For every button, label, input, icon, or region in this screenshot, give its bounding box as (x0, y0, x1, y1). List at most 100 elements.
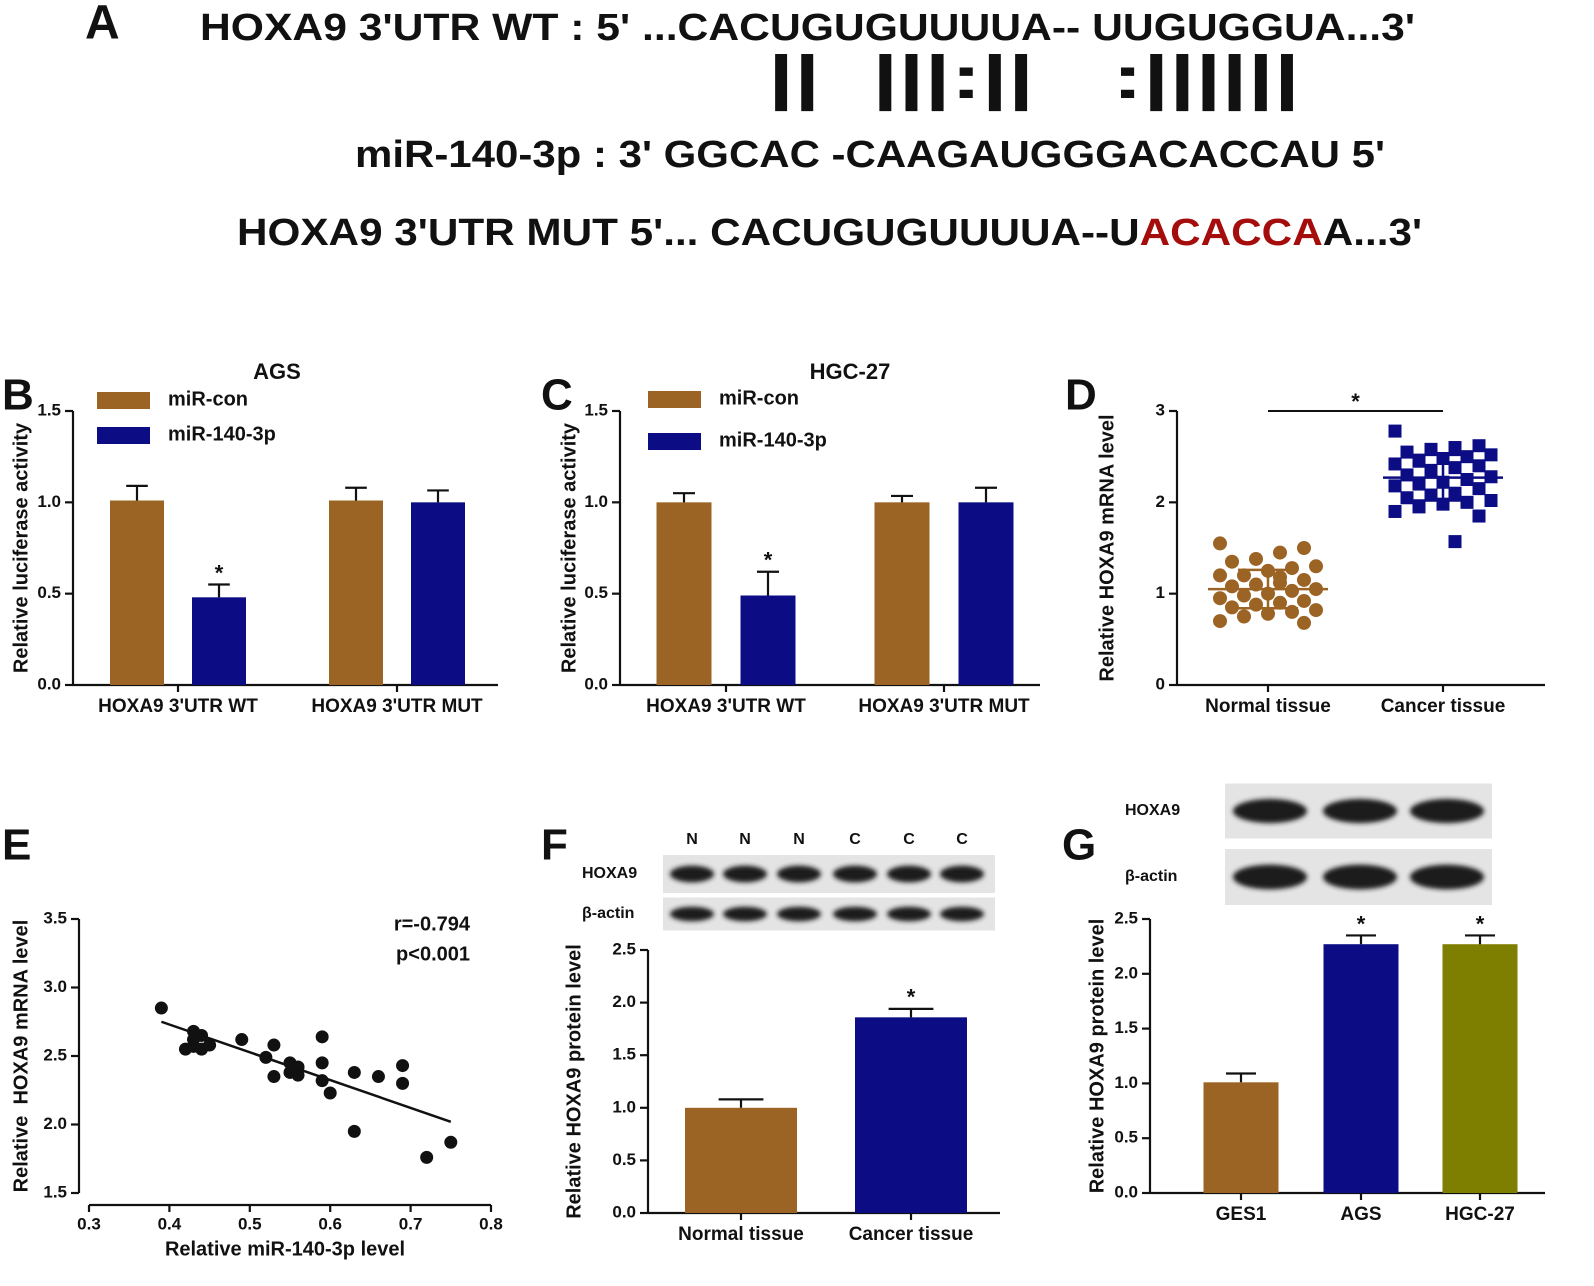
point (315, 1030, 329, 1044)
panel-label: G (1062, 821, 1096, 870)
bar (855, 1017, 967, 1213)
y-tick-label: 2 (1156, 492, 1165, 511)
point (1261, 606, 1275, 621)
annotation: r=-0.794 (394, 913, 471, 935)
bar (740, 595, 796, 685)
point (203, 1038, 217, 1052)
point (1225, 554, 1239, 569)
x-tick-label: HOXA9 3'UTR WT (646, 696, 806, 717)
x-tick-label: GES1 (1216, 1204, 1267, 1225)
x-tick-label: HOXA9 3'UTR WT (98, 696, 258, 717)
bar (192, 597, 246, 685)
legend-label: miR-con (168, 388, 248, 410)
point (267, 1038, 281, 1052)
y-axis-title: Relative HOXA9 mRNA level (1096, 414, 1118, 681)
panel-label: B (2, 371, 34, 420)
blot-lane-label: N (793, 831, 805, 848)
sequence-segment: ACACCA (1140, 212, 1323, 254)
y-axis-title: Relative HOXA9 protein level (563, 944, 585, 1219)
point (396, 1076, 410, 1090)
significance-star: * (907, 985, 916, 1010)
sequence-row: || |||:|| :|||||| (768, 44, 1300, 112)
point (1460, 495, 1474, 509)
point (1388, 479, 1402, 493)
y-tick-label: 0.5 (584, 583, 608, 602)
blot-lane-label: N (739, 831, 751, 848)
point (347, 1065, 361, 1079)
point (187, 1033, 201, 1047)
significance-star: * (1351, 389, 1360, 414)
point (235, 1033, 249, 1047)
error-bar (718, 1098, 764, 1108)
y-tick-label: 2.0 (1114, 963, 1138, 982)
error-bar (757, 570, 779, 596)
error-bar (975, 486, 997, 503)
bar (656, 502, 712, 685)
y-tick-label: 0.5 (612, 1150, 636, 1169)
fit-line (160, 1020, 452, 1123)
sequence-segment: A...3' (1323, 212, 1422, 254)
bar (110, 500, 164, 685)
point (1472, 439, 1486, 453)
point (1309, 603, 1323, 618)
bar (874, 502, 930, 685)
blot-band (777, 906, 821, 922)
point (1297, 615, 1311, 630)
x-tick-label: 0.4 (158, 1214, 182, 1233)
bar (329, 500, 383, 685)
blot-lane-label: N (686, 831, 698, 848)
blot-band (887, 906, 931, 922)
chart-title: HGC-27 (810, 359, 891, 384)
bar (1203, 1082, 1279, 1193)
point (154, 1001, 168, 1015)
legend-swatch (97, 392, 150, 409)
y-axis-title: Relative luciferase activity (10, 422, 32, 673)
blot-lane-label: C (849, 831, 861, 848)
point (420, 1150, 434, 1164)
point (1213, 536, 1227, 551)
y-tick-label: 2.0 (612, 992, 636, 1011)
point (1412, 477, 1426, 491)
y-tick-label: 1.5 (1114, 1018, 1138, 1037)
x-tick-label: Normal tissue (1205, 696, 1331, 717)
point (1213, 614, 1227, 629)
y-tick-label: 3.5 (43, 908, 67, 927)
y-tick-label: 0.0 (584, 674, 608, 693)
blot-band (777, 865, 821, 883)
sd-bar (1413, 453, 1473, 502)
y-tick-label: 1.5 (612, 1045, 636, 1064)
point (444, 1135, 458, 1149)
point (1448, 461, 1462, 475)
legend-swatch (97, 427, 150, 444)
legend-label: miR-140-3p (168, 423, 276, 445)
error-bar (673, 492, 695, 503)
y-tick-label: 2.5 (1114, 908, 1138, 927)
sd-bar (1238, 568, 1298, 610)
bar (411, 502, 465, 685)
y-tick-label: 1 (1156, 583, 1165, 602)
x-tick-label: AGS (1340, 1204, 1381, 1225)
point (267, 1070, 281, 1084)
y-tick-label: 1.5 (43, 1182, 67, 1201)
x-tick-label: HGC-27 (1445, 1204, 1515, 1225)
blot-band (887, 865, 931, 883)
point (347, 1124, 361, 1138)
blot-row-label: β-actin (582, 905, 634, 922)
y-axis-title: Relative luciferase activity (558, 422, 580, 673)
y-tick-label: 1.0 (612, 1097, 636, 1116)
y-tick-label: 0 (1156, 674, 1165, 693)
point (1448, 441, 1462, 455)
y-tick-label: 1.5 (584, 400, 608, 419)
y-axis-title: Relative HOXA9 protein level (1086, 919, 1108, 1194)
blot-lane-label: C (956, 831, 968, 848)
point (1213, 568, 1227, 583)
point (371, 1070, 385, 1084)
y-tick-label: 0.0 (37, 674, 61, 693)
error-bar (345, 486, 367, 501)
x-tick-label: 0.5 (238, 1214, 262, 1233)
y-tick-label: 0.5 (1114, 1128, 1138, 1147)
y-tick-label: 2.5 (43, 1045, 67, 1064)
point (1448, 535, 1462, 549)
blot-band (833, 906, 877, 922)
